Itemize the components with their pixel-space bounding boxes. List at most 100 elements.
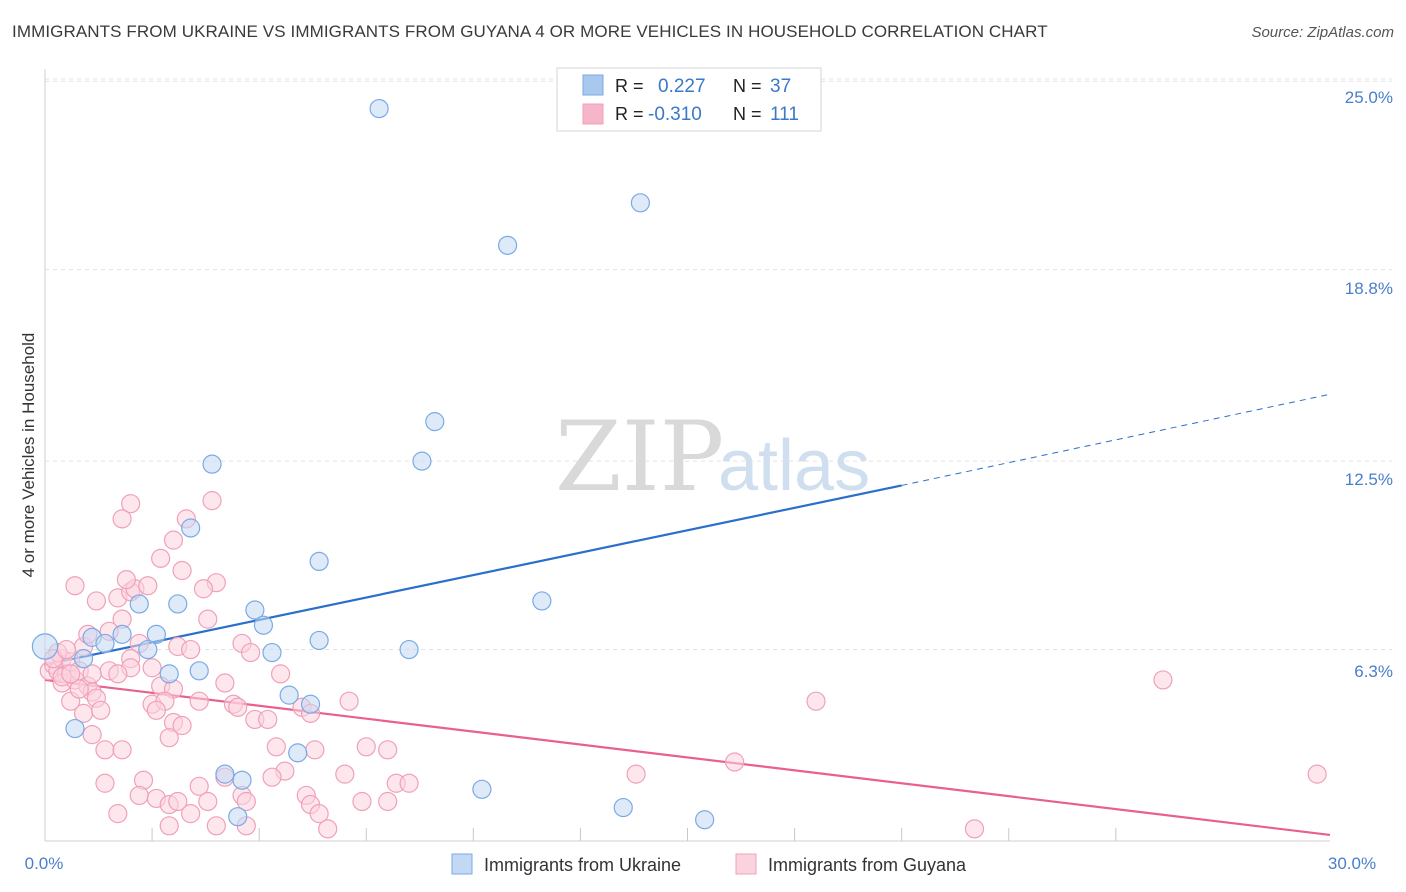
legend-n-value-guyana: 111 [770,104,799,125]
point-guyana [339,691,359,711]
point-ukraine [159,664,179,684]
point-guyana [95,773,115,793]
point-ukraine [412,451,432,471]
point-guyana [725,752,745,772]
chart-title: IMMIGRANTS FROM UKRAINE VS IMMIGRANTS FR… [12,22,1048,41]
point-guyana [181,639,201,660]
point-ukraine [613,797,633,818]
legend-r-label-guyana: R = [615,104,644,124]
point-guyana [228,697,248,717]
point-guyana [378,791,398,812]
point-guyana [112,740,132,760]
point-guyana [193,579,214,599]
series-legend-swatch-ukraine [451,853,473,875]
point-guyana [56,639,77,660]
x-tick-label-max: 30.0% [1328,854,1376,873]
point-ukraine [95,633,115,654]
y-tick-label-18-8: 18.8% [1345,279,1393,298]
stats-legend: R = 0.227 N = 37 R = -0.310 N = 111 [556,67,822,132]
legend-r-label-ukraine: R = [615,76,644,96]
point-guyana [95,740,115,760]
point-guyana [241,642,261,663]
point-ukraine [262,642,282,663]
point-guyana [108,664,128,684]
y-axis-label: 4 or more Vehicles in Household [19,333,38,578]
point-guyana [91,700,111,720]
point-ukraine [532,591,552,611]
point-ukraine [425,412,445,432]
x-tick-label-min: 0.0% [25,854,64,873]
legend-n-label-guyana: N = [733,104,762,124]
legend-r-value-guyana: -0.310 [648,104,702,125]
point-guyana [335,764,355,784]
point-guyana [198,791,218,812]
point-guyana [168,791,188,812]
point-guyana [159,816,179,836]
point-guyana [181,804,201,824]
point-guyana [198,609,218,629]
point-guyana [215,673,235,693]
watermark-zip: ZIP [555,401,724,513]
point-guyana [258,709,278,730]
point-guyana [82,664,102,684]
point-ukraine [73,649,94,669]
legend-swatch-guyana [582,103,604,125]
point-guyana [163,530,184,550]
point-ukraine [138,639,158,660]
point-ukraine [215,764,235,784]
point-guyana [142,658,162,678]
point-guyana [262,767,282,787]
watermark-atlas: atlas [718,426,870,506]
point-guyana [82,725,102,745]
point-guyana [116,570,136,590]
point-guyana [270,664,291,684]
point-ukraine [253,615,274,635]
point-ukraine [168,594,188,614]
point-guyana [305,740,325,760]
point-ukraine [245,600,265,620]
point-ukraine [695,810,715,830]
point-guyana [129,785,149,806]
point-guyana [378,740,398,760]
point-guyana [108,804,128,824]
point-guyana [138,576,158,596]
point-guyana [189,776,209,796]
point-guyana [352,791,372,812]
series-legend: Immigrants from Ukraine Immigrants from … [451,853,967,875]
y-tick-label-6-3: 6.3% [1354,662,1393,681]
series-legend-label-guyana: Immigrants from Guyana [768,855,967,875]
point-ukraine [189,661,209,681]
legend-n-value-ukraine: 37 [770,76,791,97]
point-ukraine [399,639,419,660]
point-guyana [202,491,222,511]
point-ukraine [112,624,132,644]
point-guyana [399,773,419,793]
legend-r-value-ukraine: 0.227 [658,76,706,97]
trend-line-extension [901,393,1331,486]
point-ukraine [65,718,85,739]
point-ukraine [228,807,248,827]
legend-swatch-ukraine [582,74,604,96]
point-guyana [309,804,329,824]
point-guyana [172,715,192,736]
point-ukraine [498,235,518,255]
point-guyana [61,664,81,684]
point-ukraine [630,193,650,213]
point-guyana [266,737,286,757]
trend-lines [44,393,1331,837]
point-guyana [806,691,826,711]
trend-line-ukraine [44,484,902,666]
point-ukraine [369,98,389,119]
point-ukraine [31,633,59,660]
legend-n-label-ukraine: N = [733,76,762,96]
point-ukraine [202,454,222,474]
point-ukraine [232,770,252,790]
point-guyana [159,728,179,748]
point-guyana [146,700,166,720]
point-guyana [964,819,985,839]
point-ukraine [181,518,201,538]
data-points [31,98,1327,839]
point-guyana [356,737,376,757]
y-tick-label-12-5: 12.5% [1345,470,1393,489]
